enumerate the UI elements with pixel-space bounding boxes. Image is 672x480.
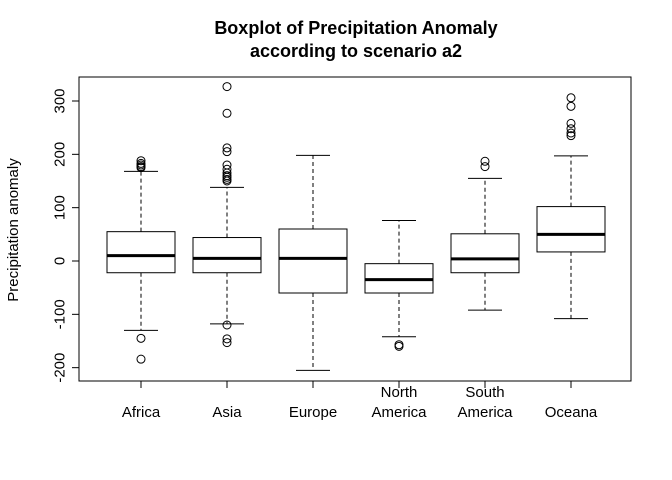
outlier-point	[394, 341, 404, 351]
outlier-point	[136, 354, 146, 364]
iqr-box	[192, 237, 262, 274]
outlier-point	[136, 333, 146, 343]
outlier-point	[222, 108, 232, 118]
outlier-point	[566, 124, 576, 134]
x-tick-label: Europe	[289, 404, 337, 421]
y-tick-label: -200	[51, 353, 68, 383]
iqr-box	[278, 228, 348, 294]
x-tick-label: Africa	[122, 404, 161, 421]
outlier-point	[222, 164, 232, 174]
outlier-point	[566, 131, 576, 141]
outlier-point	[222, 174, 232, 184]
x-tick-label: America	[457, 404, 513, 421]
outlier-point	[222, 334, 232, 344]
plot-frame	[78, 76, 632, 382]
x-tick-label: America	[371, 404, 427, 421]
x-tick-label: Oceana	[545, 404, 598, 421]
outlier-point	[136, 156, 146, 166]
outlier-point	[222, 82, 232, 92]
outlier-point	[480, 156, 490, 166]
iqr-box	[536, 206, 606, 253]
x-tick-label: South	[465, 384, 504, 401]
outlier-point	[222, 320, 232, 330]
outlier-point	[136, 158, 146, 168]
y-axis-label: Precipitation anomaly	[5, 158, 22, 302]
outlier-point	[222, 171, 232, 181]
y-tick-label: 300	[51, 88, 68, 113]
y-tick-label: 100	[51, 195, 68, 220]
plot-area: -200 -100 0 100 200 300 Africa Asia Europe North A…	[51, 76, 632, 421]
x-tick-label: Asia	[212, 404, 242, 421]
y-tick-label: 200	[51, 142, 68, 167]
chart-title-line-2: according to scenario a2	[250, 41, 462, 61]
outlier-point	[222, 338, 232, 348]
outlier-point	[566, 118, 576, 128]
x-tick-label: North	[381, 384, 418, 401]
y-tick-label: 0	[51, 257, 68, 265]
outlier-point	[480, 162, 490, 172]
outlier-point	[566, 93, 576, 103]
outlier-point	[566, 128, 576, 138]
y-tick-label: -100	[51, 299, 68, 329]
chart-title-line-1: Boxplot of Precipitation Anomaly	[214, 18, 497, 38]
outlier-point	[222, 160, 232, 170]
outlier-point	[566, 101, 576, 111]
iqr-box	[106, 231, 176, 274]
outlier-point	[222, 143, 232, 153]
iqr-box	[450, 233, 520, 274]
outlier-point	[222, 147, 232, 157]
